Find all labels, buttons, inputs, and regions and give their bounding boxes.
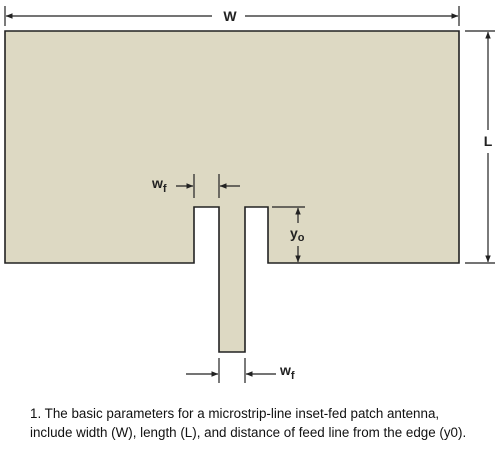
feed-width-label-bottom: wf [279,362,295,382]
caption-line-2: include width (W), length (L), and dista… [30,425,467,440]
length-label: L [484,133,493,149]
feed-width-label-top: wf [151,175,167,195]
figure-caption: 1. The basic parameters for a microstrip… [30,404,495,442]
feed-width-top-main: w [151,175,163,191]
length-dimension [465,30,495,264]
feed-width-top-subscript: f [163,183,167,195]
width-label: W [223,8,237,24]
feed-width-dimension-bottom [186,358,276,383]
feed-width-dimension-top [176,174,240,198]
width-dimension [4,6,460,26]
inset-subscript: o [298,232,305,244]
inset-main: y [290,225,298,241]
feed-width-bottom-main: w [279,362,291,378]
feed-width-bottom-subscript: f [291,370,295,382]
inset-dimension [272,206,305,263]
patch-antenna-shape [4,30,460,353]
inset-label: yo [290,225,305,244]
caption-line-1: 1. The basic parameters for a microstrip… [30,406,440,421]
patch-antenna-diagram: W L wf yo [4,6,495,383]
